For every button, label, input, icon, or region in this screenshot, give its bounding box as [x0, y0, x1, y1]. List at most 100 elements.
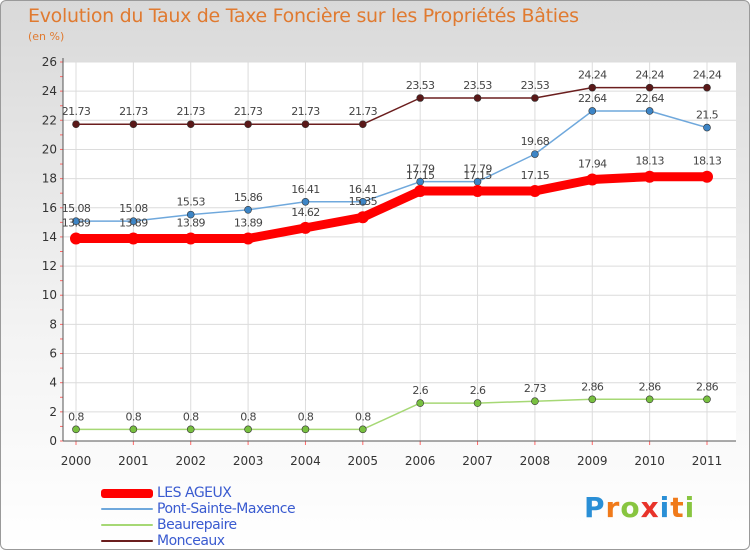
data-point — [473, 94, 482, 102]
data-point — [703, 123, 711, 132]
y-tick-label: 18 — [42, 172, 57, 186]
data-label: 17.15 — [521, 169, 550, 182]
y-axis-unit-label: (en %) — [28, 30, 65, 43]
x-tick-label: 2009 — [577, 454, 608, 468]
legend-item-les-ageux: LES AGEUX — [101, 485, 295, 501]
data-label: 16.41 — [291, 183, 320, 196]
data-point — [129, 120, 138, 129]
data-point — [301, 425, 310, 434]
legend-label: Pont-Sainte-Maxence — [157, 501, 296, 517]
y-tick-label: 14 — [42, 230, 57, 244]
data-point — [70, 232, 82, 245]
data-label: 2.73 — [524, 382, 547, 395]
data-label: 2.86 — [639, 380, 662, 393]
legend-label: Monceaux — [157, 533, 225, 549]
logo-letter: x — [640, 491, 660, 524]
data-point — [244, 206, 252, 214]
data-point — [531, 94, 539, 102]
data-point — [645, 395, 654, 404]
data-point — [301, 197, 310, 206]
data-point — [186, 425, 195, 434]
data-label: 23.53 — [463, 79, 492, 92]
y-tick-label: 26 — [42, 55, 57, 69]
data-label: 2.6 — [470, 384, 486, 397]
x-tick-label: 2008 — [520, 454, 551, 468]
x-tick-label: 2005 — [348, 454, 379, 468]
data-point — [588, 395, 597, 404]
data-point — [528, 185, 541, 198]
x-tick-label: 2004 — [290, 454, 321, 468]
y-tick-label: 0 — [49, 434, 57, 448]
legend-label: Beaurepaire — [157, 517, 237, 533]
data-point — [703, 83, 711, 92]
data-label: 17.94 — [578, 157, 607, 170]
x-tick-label: 2003 — [233, 454, 264, 468]
legend-swatch — [101, 540, 153, 542]
data-label: 15.86 — [234, 191, 263, 204]
data-point — [186, 210, 195, 219]
x-tick-label: 2011 — [692, 454, 723, 468]
data-label: 17.79 — [463, 163, 492, 176]
data-label: 0.8 — [240, 410, 256, 423]
data-point — [356, 211, 369, 224]
y-tick-label: 10 — [42, 288, 57, 302]
data-point — [184, 232, 197, 245]
data-point — [471, 185, 484, 198]
data-label: 18.13 — [693, 155, 722, 168]
logo-letter: i — [659, 491, 671, 524]
data-label: 13.89 — [234, 217, 263, 230]
data-label: 19.68 — [521, 135, 550, 148]
data-label: 21.5 — [696, 109, 719, 122]
data-label: 0.8 — [183, 410, 199, 423]
data-point — [244, 425, 252, 434]
data-label: 17.15 — [463, 169, 492, 182]
legend-swatch — [101, 488, 153, 498]
data-label: 21.73 — [62, 105, 91, 118]
x-tick-label: 2010 — [634, 454, 665, 468]
data-label: 13.89 — [176, 217, 205, 230]
y-tick-label: 20 — [42, 142, 57, 156]
logo-letter: P — [584, 491, 606, 524]
data-point — [588, 107, 597, 115]
x-tick-label: 2001 — [118, 454, 149, 468]
data-point — [586, 173, 599, 186]
series-line-beaurepaire — [75, 398, 708, 431]
data-point — [359, 197, 367, 206]
data-label: 24.24 — [693, 69, 722, 82]
legend-item-beaurepaire: Beaurepaire — [101, 517, 295, 533]
y-tick-label: 4 — [49, 376, 57, 390]
data-label: 15.35 — [349, 195, 378, 208]
data-label: 22.64 — [635, 92, 664, 105]
logo-letter: o — [620, 491, 641, 524]
data-label: 21.73 — [119, 105, 148, 118]
chart-title: Evolution du Taux de Taxe Foncière sur l… — [28, 5, 579, 27]
data-point — [416, 94, 424, 102]
logo-letter: t — [670, 491, 685, 524]
data-label: 0.8 — [68, 410, 84, 423]
legend-label: LES AGEUX — [157, 485, 232, 501]
data-point — [129, 217, 138, 225]
logo-letter: i — [684, 491, 696, 524]
x-tick-label: 2000 — [61, 454, 92, 468]
data-point — [416, 399, 424, 407]
data-label: 0.8 — [298, 410, 314, 423]
data-point — [242, 232, 255, 245]
y-tick-label: 22 — [42, 113, 57, 127]
legend-item-monceaux: Monceaux — [101, 533, 295, 549]
chart-legend: LES AGEUX Pont-Sainte-Maxence Beaurepair… — [101, 485, 296, 549]
data-label: 24.24 — [578, 69, 607, 82]
data-label: 13.89 — [119, 217, 148, 230]
data-point — [244, 120, 252, 129]
x-tick-label: 2007 — [462, 454, 493, 468]
data-point — [186, 120, 195, 129]
data-point — [414, 185, 427, 198]
data-label: 15.08 — [119, 202, 148, 215]
data-point — [127, 232, 140, 245]
data-point — [531, 397, 539, 406]
data-label: 15.53 — [176, 196, 205, 209]
data-label: 17.79 — [406, 163, 435, 176]
data-label: 22.64 — [578, 92, 607, 105]
data-point — [299, 221, 312, 234]
data-label: 21.73 — [176, 105, 205, 118]
